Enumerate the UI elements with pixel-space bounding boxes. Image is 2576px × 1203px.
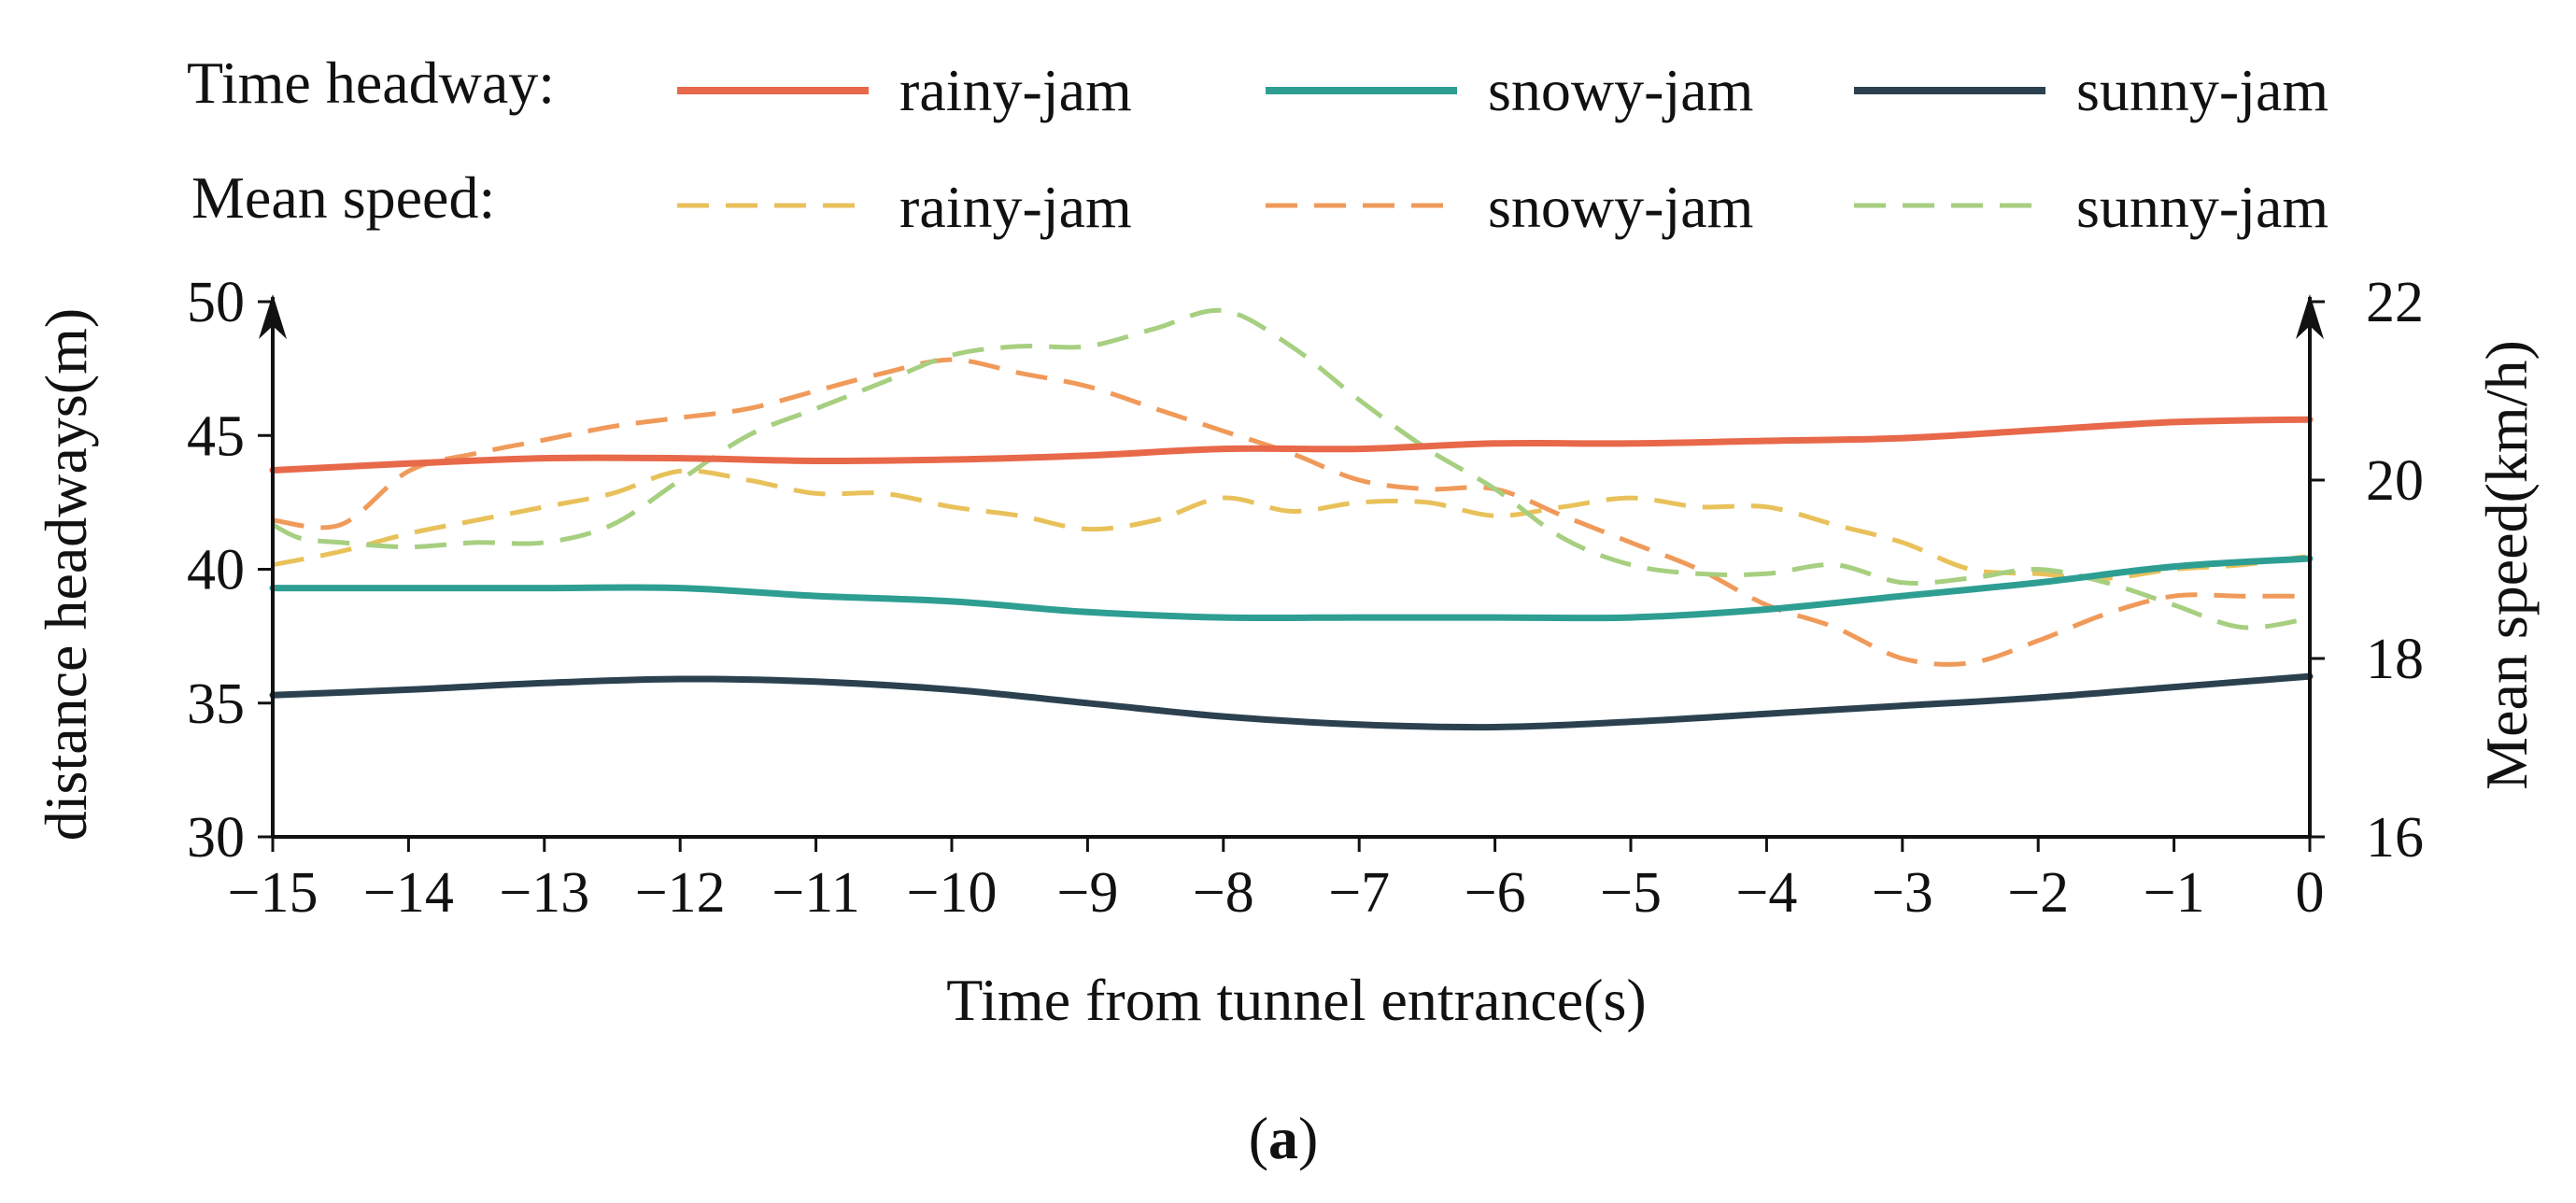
legend-group-speed-title: Mean speed: xyxy=(191,164,495,231)
x-tick-label: −10 xyxy=(907,861,998,925)
x-tick-label: −1 xyxy=(2144,861,2205,925)
series-line-speed-rainy-jam xyxy=(272,468,2311,581)
series-line-speed-snowy-jam xyxy=(272,357,2310,667)
x-tick-label: −9 xyxy=(1056,861,1118,925)
x-tick-label: −6 xyxy=(1465,861,1526,925)
y-right-tick-label: 22 xyxy=(2366,271,2424,334)
x-tick-label: −2 xyxy=(2007,861,2069,925)
y-left-tick-label: 40 xyxy=(187,539,245,602)
y-axis-right-arrow xyxy=(2296,294,2324,339)
x-tick-label: −13 xyxy=(499,861,589,925)
axes: −15 −14 −13 −12 −11 −10 −9 −8 −7 −6 −5 −4 −3 −2 −1 0303… xyxy=(187,271,2424,925)
plot-area xyxy=(269,307,2314,731)
x-axis-title: Time from tunnel entrance(s) xyxy=(946,967,1646,1033)
x-tick-label: −14 xyxy=(363,861,454,925)
legend-label-speed-snowy-jam: snowy-jam xyxy=(1488,174,1753,240)
caption-close: ) xyxy=(1298,1105,1318,1171)
figure-caption: (a) xyxy=(1249,1105,1319,1171)
x-tick-label: −11 xyxy=(771,861,860,925)
x-tick-label: 0 xyxy=(2296,861,2325,925)
y-axis-right-title: Mean speed(km/h) xyxy=(2473,340,2540,790)
series-line-headway-rainy-jam xyxy=(269,416,2314,474)
x-tick-label: −5 xyxy=(1600,861,1662,925)
y-right-tick-label: 16 xyxy=(2366,806,2424,870)
legend-label-headway-snowy-jam: snowy-jam xyxy=(1488,57,1753,123)
y-right-tick-label: 20 xyxy=(2366,449,2424,513)
legend-label-headway-sunny-jam: sunny-jam xyxy=(2076,57,2328,123)
legend-label-headway-rainy-jam: rainy-jam xyxy=(899,57,1132,123)
series-line-speed-sunny-jam xyxy=(271,307,2311,630)
caption-letter: a xyxy=(1268,1105,1298,1171)
series-line-headway-snowy-jam xyxy=(269,555,2314,622)
y-left-tick-label: 30 xyxy=(187,806,245,870)
legend-group-headway-title: Time headway: xyxy=(187,50,555,116)
x-tick-label: −4 xyxy=(1735,861,1797,925)
x-tick-label: −15 xyxy=(228,861,318,925)
series-line-headway-sunny-jam xyxy=(269,672,2314,731)
y-axis-left-title: distance headways(m) xyxy=(33,308,99,841)
x-tick-label: −8 xyxy=(1193,861,1254,925)
y-right-tick-label: 18 xyxy=(2366,628,2424,691)
y-left-tick-label: 50 xyxy=(187,271,245,334)
y-left-tick-label: 45 xyxy=(187,404,245,468)
y-axis-left-arrow xyxy=(259,294,287,339)
x-tick-label: −3 xyxy=(1872,861,1933,925)
y-left-tick-label: 35 xyxy=(187,672,245,736)
legend-label-speed-sunny-jam: sunny-jam xyxy=(2076,174,2328,240)
legend-label-speed-rainy-jam: rainy-jam xyxy=(899,174,1132,240)
legend: Time headway: Mean speed: rainy-jam snowy-j… xyxy=(187,50,2328,240)
x-tick-label: −7 xyxy=(1328,861,1390,925)
caption-open: ( xyxy=(1249,1105,1268,1171)
x-tick-label: −12 xyxy=(635,861,726,925)
